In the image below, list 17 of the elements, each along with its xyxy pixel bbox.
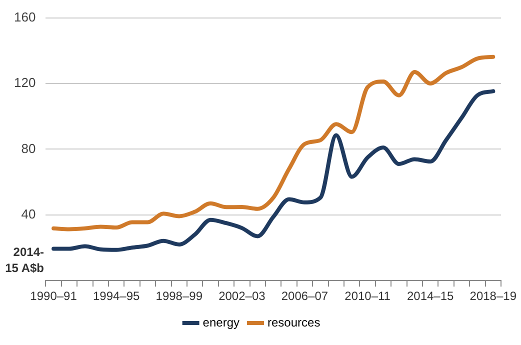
x-tick-label: 2014–15 [406,289,454,304]
y-axis-title: 2014-15 A$b [4,244,44,276]
legend-label: energy [202,315,240,330]
line-series [52,54,496,232]
x-tick-label: 1998–99 [156,289,203,304]
x-tick-label: 2010–11 [344,289,391,304]
y-tick-label: 120 [14,75,36,90]
x-tick-label: 1990–91 [30,289,78,304]
x-tick-label: 2002–03 [218,289,266,304]
x-tick-label: 2006–07 [281,289,328,304]
y-tick-label: 80 [21,140,36,156]
y-tick-label: 40 [21,206,36,222]
x-tick-label: 1994–95 [92,289,140,304]
legend-label: resources [268,315,320,330]
x-tick-label: 2018–19 [470,289,517,304]
line-series [52,89,496,252]
y-tick-label: 160 [14,9,36,24]
